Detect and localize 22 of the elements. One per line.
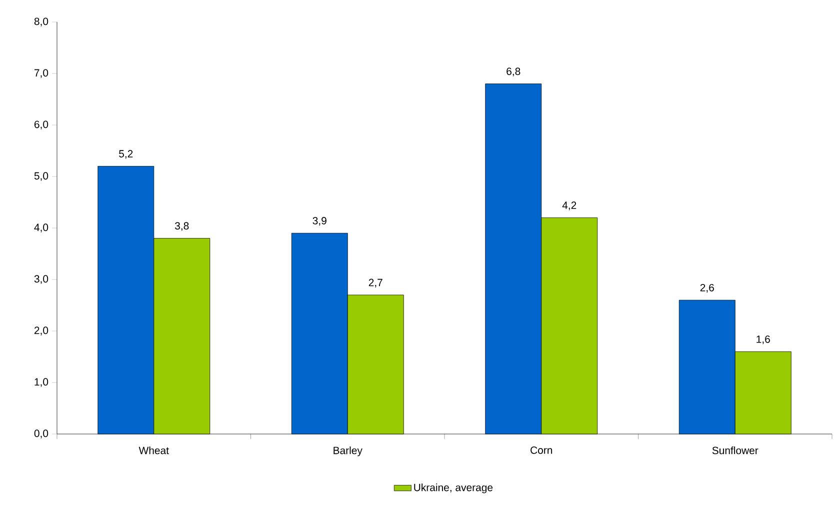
data-label: 6,8 <box>506 68 520 76</box>
data-label: 2,6 <box>700 284 714 293</box>
y-tick-label: 0,0 <box>34 430 48 438</box>
data-label: 2,7 <box>368 278 382 288</box>
y-tick-label: 8,0 <box>34 18 48 26</box>
legend-label: Ukraine, average <box>414 484 493 494</box>
y-tick-label: 2,0 <box>34 326 48 336</box>
data-label: 5,2 <box>119 150 133 159</box>
y-tick-label: 4,0 <box>34 224 48 232</box>
data-label: 1,6 <box>756 335 770 344</box>
y-tick-label: 6,0 <box>34 120 48 130</box>
y-tick-label: 1,0 <box>34 378 48 387</box>
x-tick-label: Corn <box>530 446 552 454</box>
y-tick-label: 5,0 <box>34 172 48 181</box>
data-label: 3,8 <box>174 222 189 231</box>
x-tick-label: Sunflower <box>712 446 758 454</box>
x-tick-label: Barley <box>334 446 362 456</box>
data-label: 4,2 <box>562 202 576 210</box>
x-tick-label: Wheat <box>138 446 169 454</box>
data-label: 3,9 <box>312 217 326 226</box>
y-tick-label: 7,0 <box>34 69 48 78</box>
y-tick-label: 3,0 <box>34 275 48 284</box>
